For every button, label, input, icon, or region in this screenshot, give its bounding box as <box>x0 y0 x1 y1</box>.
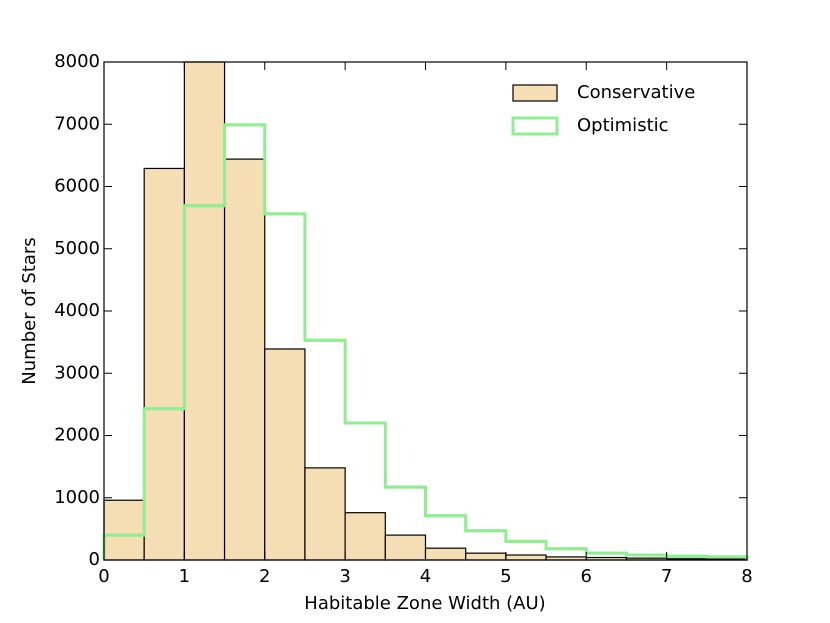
bar <box>344 512 386 561</box>
bar <box>465 552 507 561</box>
y-tick-label: 4000 <box>54 300 100 321</box>
bar <box>384 534 427 561</box>
x-tick-label: 4 <box>420 566 431 587</box>
legend-label: Optimistic <box>577 115 669 136</box>
legend-swatch <box>511 116 559 136</box>
bar <box>103 499 145 561</box>
bar <box>143 167 185 561</box>
y-tick-label: 6000 <box>54 176 100 197</box>
x-tick-label: 1 <box>179 566 190 587</box>
y-tick-label: 2000 <box>54 425 100 446</box>
y-tick-label: 5000 <box>54 238 100 259</box>
y-tick-label: 7000 <box>54 113 100 134</box>
legend-label: Conservative <box>577 82 695 103</box>
legend-swatch <box>512 84 558 102</box>
bar <box>424 547 467 561</box>
x-tick-label: 7 <box>661 566 672 587</box>
bar <box>505 554 547 561</box>
bar <box>223 158 266 561</box>
bar <box>264 348 306 561</box>
bar <box>183 61 226 561</box>
y-tick-label: 1000 <box>54 487 100 508</box>
legend: Conservative Optimistic <box>511 82 695 136</box>
x-tick-label: 5 <box>500 566 511 587</box>
x-tick-label: 8 <box>741 566 752 587</box>
x-tick-label: 0 <box>98 566 109 587</box>
y-tick-label: 0 <box>89 549 100 570</box>
y-axis-label: Number of Stars <box>19 237 40 384</box>
x-tick-label: 6 <box>581 566 592 587</box>
y-tick-label: 3000 <box>54 362 100 383</box>
x-tick-label: 3 <box>339 566 350 587</box>
bar <box>304 467 346 561</box>
x-axis-label: Habitable Zone Width (AU) <box>304 593 545 614</box>
y-tick-label: 8000 <box>54 51 100 72</box>
x-tick-label: 2 <box>259 566 270 587</box>
